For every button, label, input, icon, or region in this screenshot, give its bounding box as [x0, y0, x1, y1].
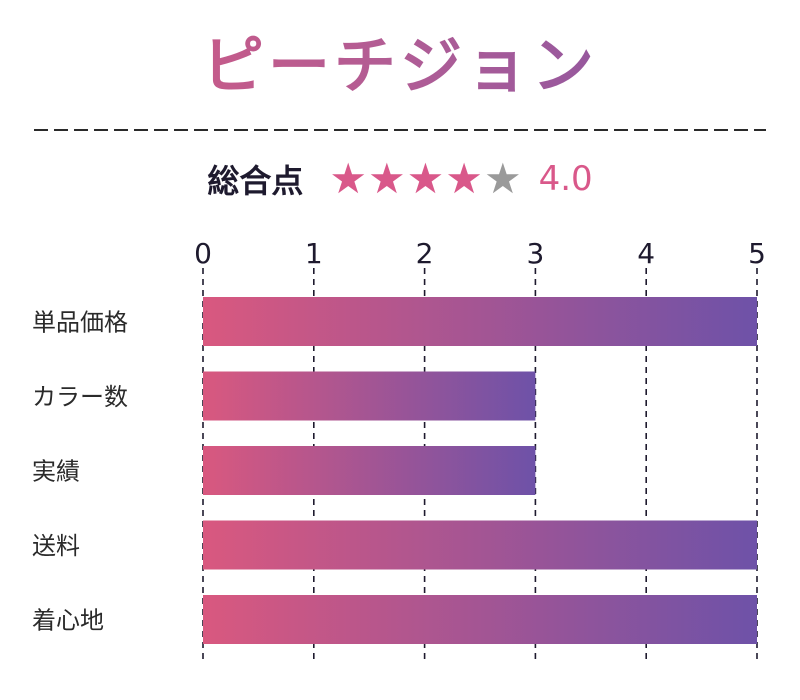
overall-score-value: 4.0: [538, 159, 593, 199]
x-tick-label: 0: [194, 237, 212, 270]
bar: [203, 595, 757, 644]
overall-score-row: 総合点 ★★★★★ 4.0: [0, 154, 800, 204]
bar: [203, 520, 757, 570]
x-tick-label: 5: [748, 237, 766, 270]
star-rating: ★★★★★: [329, 158, 522, 200]
category-label: カラー数: [32, 383, 128, 411]
bar: [203, 371, 536, 421]
category-label: 着心地: [32, 607, 104, 635]
x-tick-label: 3: [526, 237, 544, 270]
x-tick-label: 2: [416, 237, 434, 270]
x-tick-label: 1: [305, 237, 323, 270]
overall-score-label: 総合点: [207, 162, 304, 200]
x-tick-label: 4: [637, 237, 655, 270]
bar: [203, 297, 757, 346]
category-label: 実績: [32, 458, 80, 486]
page-title: ピーチジョン: [0, 26, 800, 106]
star-filled-icon: ★: [406, 154, 445, 203]
category-label: 単品価格: [32, 309, 128, 337]
star-empty-icon: ★: [483, 154, 522, 203]
star-filled-icon: ★: [329, 154, 367, 203]
star-filled-icon: ★: [445, 154, 483, 203]
bar: [203, 446, 536, 495]
category-label: 送料: [32, 532, 80, 560]
star-filled-icon: ★: [367, 154, 406, 203]
